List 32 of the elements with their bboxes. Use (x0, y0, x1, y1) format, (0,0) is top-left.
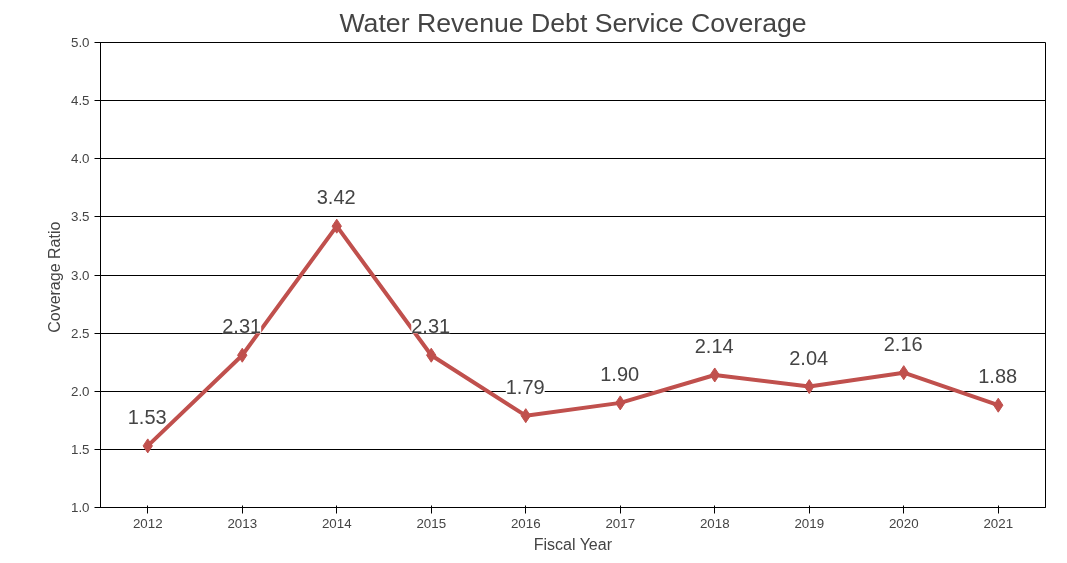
x-tick-label: 2014 (321, 515, 353, 531)
y-tick-label: 3.5 (70, 209, 90, 225)
chart-title: Water Revenue Debt Service Coverage (339, 7, 807, 38)
data-label: 1.79 (505, 375, 545, 398)
x-tick-label: 2013 (227, 515, 258, 531)
data-label: 2.16 (883, 332, 923, 355)
data-label: 2.31 (411, 315, 451, 338)
y-tick-label: 2.5 (70, 325, 90, 341)
x-tick-label: 2020 (888, 515, 919, 531)
data-label: 1.88 (978, 365, 1018, 388)
x-tick-label: 2021 (983, 515, 1014, 531)
data-label: 2.31 (222, 315, 262, 338)
data-label: 3.42 (316, 186, 356, 209)
data-label: 2.04 (789, 346, 829, 369)
y-tick-label: 3.0 (70, 267, 90, 283)
y-tick-label: 1.5 (70, 441, 90, 457)
y-tick-label: 1.0 (70, 500, 90, 515)
x-axis-title: Fiscal Year (533, 535, 613, 553)
data-label: 2.14 (694, 334, 734, 357)
y-axis-title: Coverage Ratio (45, 221, 63, 333)
x-tick-label: 2012 (132, 515, 163, 531)
y-tick-label: 4.5 (70, 93, 90, 109)
x-tick-label: 2019 (794, 515, 825, 531)
data-label: 1.53 (127, 405, 167, 428)
x-tick-label: 2018 (699, 515, 730, 531)
x-tick-label: 2015 (416, 515, 447, 531)
data-label: 1.90 (600, 362, 640, 385)
x-tick-label: 2016 (510, 515, 541, 531)
y-tick-label: 4.0 (70, 151, 90, 167)
y-tick-label: 5.0 (70, 35, 90, 50)
x-tick-label: 2017 (605, 515, 636, 531)
y-tick-label: 2.0 (70, 383, 90, 399)
